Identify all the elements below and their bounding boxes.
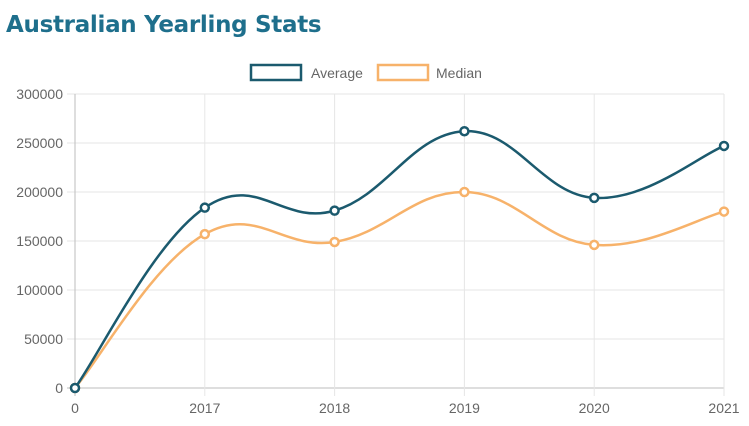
- y-tick-label: 100000: [16, 282, 63, 298]
- data-point-median[interactable]: [718, 206, 730, 217]
- axes: 0 50000 100000 150000 200000 250000 300000 0 201…: [16, 86, 739, 416]
- series-line-average: [73, 129, 725, 389]
- legend-label-average[interactable]: Average: [311, 65, 363, 81]
- legend[interactable]: Average Median: [249, 63, 482, 82]
- data-point-median[interactable]: [459, 186, 470, 198]
- legend-swatch-average[interactable]: [249, 63, 303, 82]
- data-point-median[interactable]: [199, 228, 211, 240]
- data-point-average[interactable]: [199, 202, 211, 213]
- data-point-median[interactable]: [588, 239, 600, 251]
- y-tick-label: 50000: [24, 331, 63, 347]
- page-title: Australian Yearling Stats: [6, 12, 322, 38]
- data-point-average[interactable]: [329, 205, 340, 216]
- series-lines: [69, 125, 730, 394]
- y-tick-label: 250000: [16, 135, 63, 151]
- y-tick-label: 200000: [16, 184, 63, 200]
- x-tick-label: 2017: [189, 400, 220, 416]
- data-point-average[interactable]: [588, 192, 600, 204]
- y-tick-label: 300000: [16, 86, 63, 102]
- y-tick-label: 0: [55, 380, 63, 396]
- x-tick-label: 2020: [579, 400, 610, 416]
- data-point-average[interactable]: [459, 125, 470, 137]
- legend-label-median[interactable]: Median: [436, 65, 482, 81]
- y-tick-label: 150000: [16, 233, 63, 249]
- data-point-average[interactable]: [69, 382, 81, 394]
- x-tick-label: 2019: [449, 400, 480, 416]
- x-tick-label: 0: [71, 400, 79, 416]
- data-point-median[interactable]: [329, 236, 340, 248]
- x-tick-label: 2021: [708, 400, 739, 416]
- legend-swatch-median[interactable]: [376, 63, 430, 82]
- x-tick-label: 2018: [319, 400, 350, 416]
- data-point-average[interactable]: [718, 140, 730, 152]
